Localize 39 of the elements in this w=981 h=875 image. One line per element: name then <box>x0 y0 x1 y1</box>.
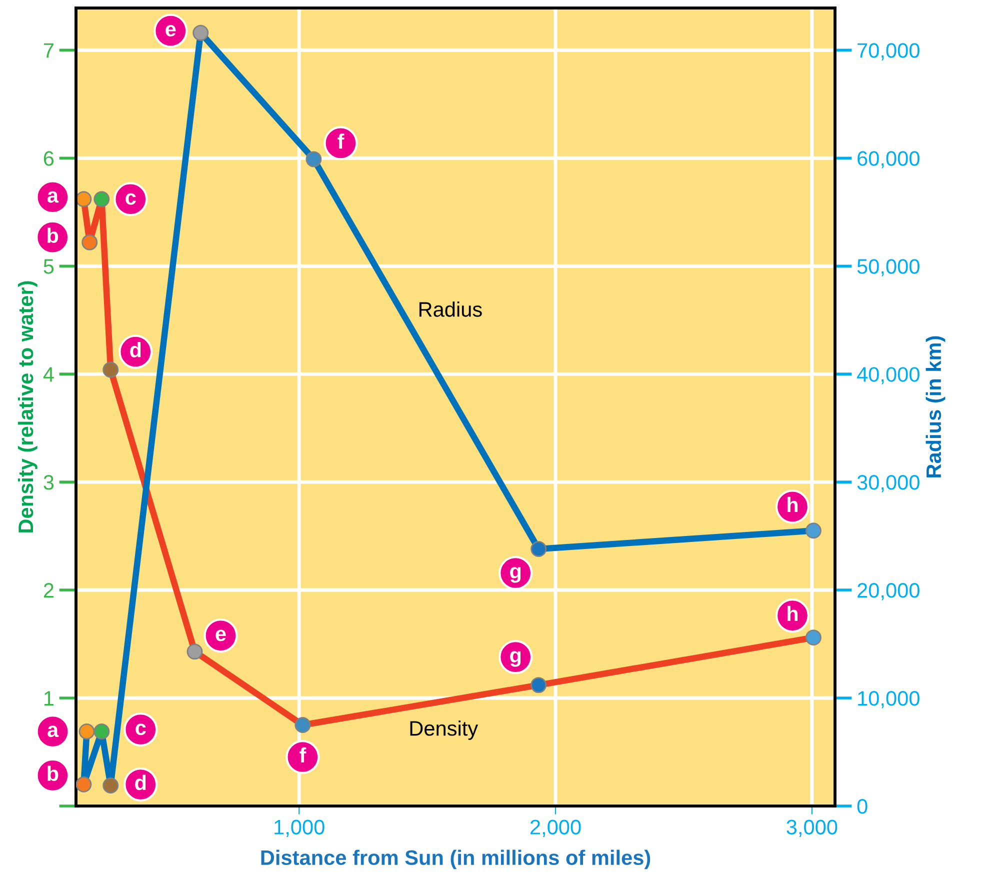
data-label: b <box>48 228 58 243</box>
y-axis-title: Density (relative to water) <box>18 281 38 532</box>
y2-tick-label: 50,000 <box>857 259 920 276</box>
x-axis-title: Distance from Sun (in millions of miles) <box>261 850 650 870</box>
y-tick-label: 3 <box>44 475 54 490</box>
data-label: f <box>338 133 344 149</box>
data-label: c <box>126 193 136 205</box>
x-tick-label: 2,000 <box>530 820 581 837</box>
x-tick-label: 3,000 <box>786 820 838 837</box>
data-label: a <box>48 191 59 203</box>
data-label: e <box>166 25 176 36</box>
y2-tick-label: 60,000 <box>858 151 920 168</box>
y2-tick-label: 40,000 <box>857 367 920 384</box>
data-label: h <box>788 606 798 621</box>
data-label: g <box>510 651 521 667</box>
data-label: g <box>510 567 521 583</box>
y2-tick-label: 0 <box>857 799 868 814</box>
data-label: f <box>300 747 306 762</box>
y-tick-label: 6 <box>44 151 54 166</box>
y-tick-label: 7 <box>44 43 54 58</box>
data-label: b <box>48 766 58 781</box>
x-tick-label: 1,000 <box>274 820 324 837</box>
data-label: h <box>788 496 798 512</box>
data-label: a <box>48 726 59 738</box>
y-tick-label: 2 <box>44 583 54 598</box>
series-label: Density <box>410 720 478 740</box>
y2-tick-label: 30,000 <box>857 475 920 492</box>
data-label: e <box>216 630 226 642</box>
y2-tick-label: 10,000 <box>858 691 920 708</box>
y-tick-label: 4 <box>43 367 54 382</box>
y2-axis-title: Radius (in km) <box>926 336 946 478</box>
data-label: c <box>136 724 146 736</box>
data-label: d <box>135 774 146 790</box>
y2-tick-label: 20,000 <box>858 583 920 600</box>
series-label: Radius <box>419 302 482 317</box>
y2-tick-label: 70,000 <box>858 43 920 60</box>
data-label: d <box>130 342 141 358</box>
y-tick-label: 1 <box>44 691 54 706</box>
y-tick-label: 5 <box>44 259 54 274</box>
